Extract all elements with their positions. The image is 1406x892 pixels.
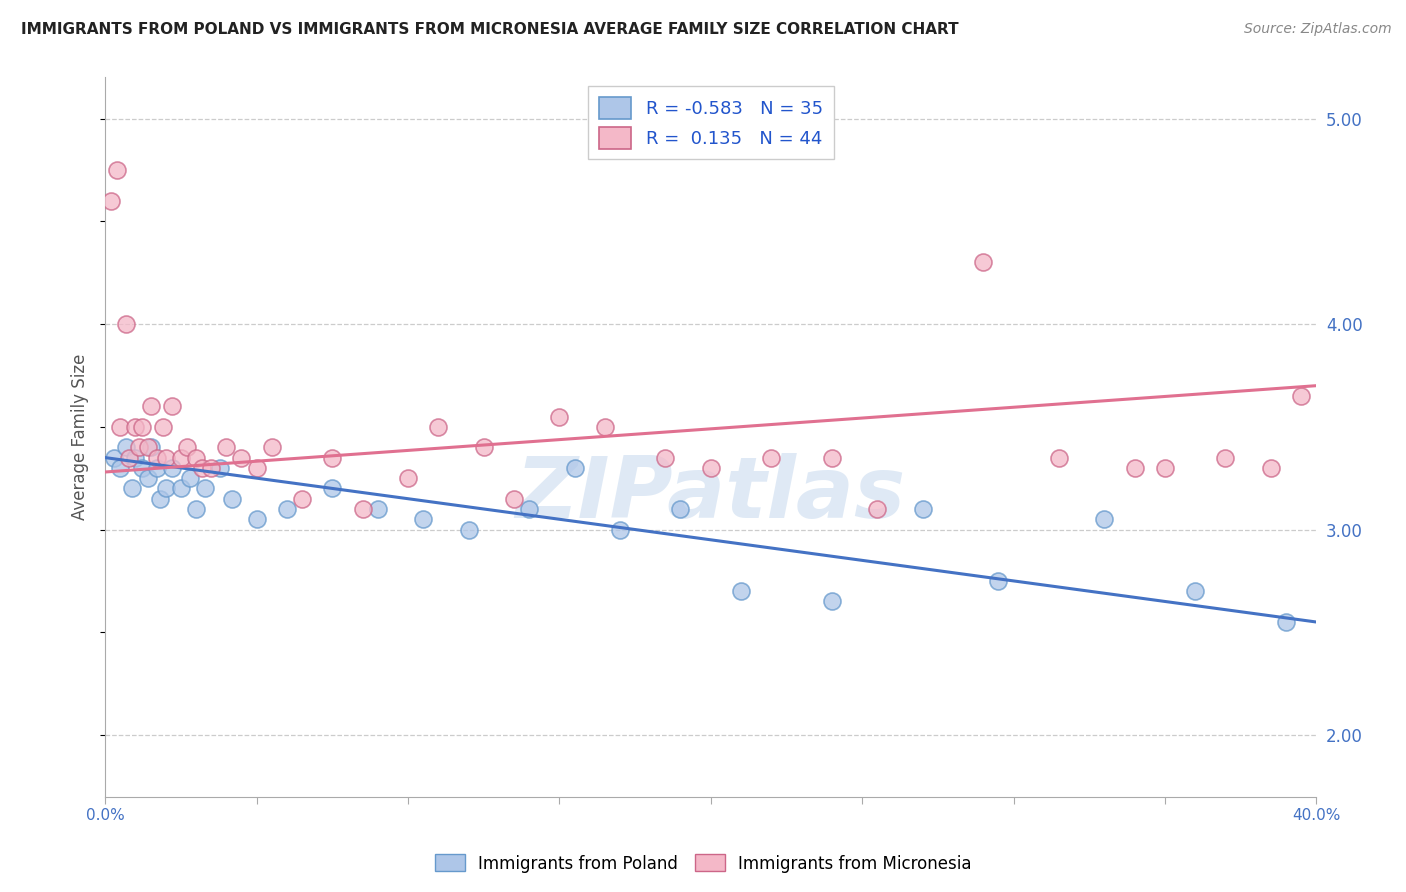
Point xyxy=(215,440,238,454)
Point xyxy=(427,419,450,434)
Point xyxy=(457,523,479,537)
Point xyxy=(149,491,172,506)
Legend: R = -0.583   N = 35, R =  0.135   N = 44: R = -0.583 N = 35, R = 0.135 N = 44 xyxy=(588,87,834,160)
Point xyxy=(194,482,217,496)
Point xyxy=(124,419,146,434)
Point xyxy=(100,194,122,208)
Point xyxy=(103,450,125,465)
Text: Source: ZipAtlas.com: Source: ZipAtlas.com xyxy=(1244,22,1392,37)
Point xyxy=(321,450,343,465)
Point xyxy=(124,450,146,465)
Point xyxy=(179,471,201,485)
Point xyxy=(1047,450,1070,465)
Point xyxy=(128,440,150,454)
Point xyxy=(1123,461,1146,475)
Point xyxy=(669,502,692,516)
Point xyxy=(170,482,193,496)
Point xyxy=(609,523,631,537)
Point xyxy=(1275,615,1298,629)
Point xyxy=(160,399,183,413)
Point xyxy=(1092,512,1115,526)
Point xyxy=(110,419,132,434)
Point xyxy=(184,502,207,516)
Point xyxy=(987,574,1010,588)
Point xyxy=(730,584,752,599)
Text: ZIPatlas: ZIPatlas xyxy=(516,453,905,536)
Point xyxy=(367,502,389,516)
Point xyxy=(260,440,283,454)
Point xyxy=(866,502,889,516)
Legend: Immigrants from Poland, Immigrants from Micronesia: Immigrants from Poland, Immigrants from … xyxy=(427,847,979,880)
Point xyxy=(145,450,167,465)
Point xyxy=(472,440,495,454)
Point xyxy=(821,450,844,465)
Point xyxy=(155,450,177,465)
Point xyxy=(1154,461,1177,475)
Point xyxy=(110,461,132,475)
Point xyxy=(231,450,253,465)
Point xyxy=(396,471,419,485)
Point xyxy=(139,440,162,454)
Point xyxy=(564,461,586,475)
Point xyxy=(184,450,207,465)
Point xyxy=(170,450,193,465)
Point xyxy=(246,461,269,475)
Point xyxy=(136,440,159,454)
Point xyxy=(221,491,243,506)
Point xyxy=(911,502,934,516)
Point xyxy=(115,440,138,454)
Point xyxy=(593,419,616,434)
Y-axis label: Average Family Size: Average Family Size xyxy=(72,354,89,520)
Point xyxy=(1260,461,1282,475)
Point xyxy=(200,461,222,475)
Point xyxy=(191,461,214,475)
Point xyxy=(972,255,994,269)
Point xyxy=(115,317,138,331)
Point xyxy=(321,482,343,496)
Point xyxy=(155,482,177,496)
Point xyxy=(131,461,153,475)
Point xyxy=(209,461,232,475)
Point xyxy=(136,471,159,485)
Point xyxy=(1215,450,1237,465)
Point xyxy=(654,450,676,465)
Point xyxy=(412,512,434,526)
Point xyxy=(176,440,198,454)
Point xyxy=(761,450,783,465)
Point xyxy=(139,399,162,413)
Text: IMMIGRANTS FROM POLAND VS IMMIGRANTS FROM MICRONESIA AVERAGE FAMILY SIZE CORRELA: IMMIGRANTS FROM POLAND VS IMMIGRANTS FRO… xyxy=(21,22,959,37)
Point xyxy=(276,502,298,516)
Point xyxy=(352,502,374,516)
Point xyxy=(821,594,844,608)
Point xyxy=(548,409,571,424)
Point xyxy=(160,461,183,475)
Point xyxy=(517,502,540,516)
Point xyxy=(131,419,153,434)
Point xyxy=(1184,584,1206,599)
Point xyxy=(152,419,174,434)
Point xyxy=(700,461,723,475)
Point xyxy=(118,450,141,465)
Point xyxy=(246,512,269,526)
Point xyxy=(145,461,167,475)
Point xyxy=(1289,389,1312,403)
Point xyxy=(121,482,143,496)
Point xyxy=(291,491,314,506)
Point xyxy=(105,162,128,177)
Point xyxy=(503,491,526,506)
